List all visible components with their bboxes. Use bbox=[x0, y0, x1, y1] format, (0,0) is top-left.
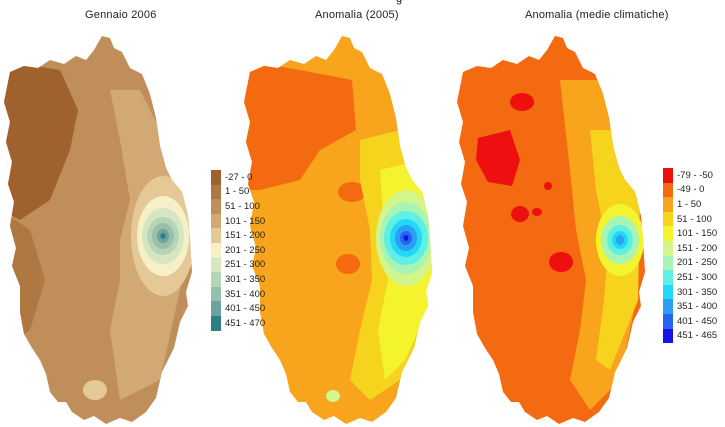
legend-row: -27 - 0 bbox=[211, 170, 265, 185]
legend-swatch bbox=[211, 286, 221, 302]
map-gennaio-2006 bbox=[4, 36, 192, 424]
legend-swatch bbox=[211, 272, 221, 287]
legend-swatch bbox=[211, 213, 221, 229]
legend-swatch bbox=[211, 170, 221, 185]
legend-label: 1 - 50 bbox=[225, 186, 250, 198]
legend-swatch bbox=[663, 226, 673, 241]
legend-swatch bbox=[663, 240, 673, 256]
legend-label: -49 - 0 bbox=[677, 184, 705, 196]
legend-swatch bbox=[663, 182, 673, 198]
legend-swatch bbox=[663, 211, 673, 227]
legend-row: 401 - 450 bbox=[663, 313, 718, 329]
legend-gennaio-2006: -27 - 0 1 - 50 51 - 100 101 - 150 151 - … bbox=[211, 170, 265, 331]
legend-row: 451 - 470 bbox=[211, 315, 266, 331]
legend-swatch bbox=[211, 228, 221, 243]
panel-title-gennaio-2006: Gennaio 2006 bbox=[85, 9, 157, 21]
legend-label: 101 - 150 bbox=[225, 215, 266, 227]
map-anomalia-medie-climatiche bbox=[457, 36, 645, 424]
legend-label: 1 - 50 bbox=[677, 198, 702, 210]
legend-swatch bbox=[663, 299, 673, 314]
panel-title-anomalia-medie-climatiche: Anomalia (medie climatiche) bbox=[525, 9, 669, 21]
legend-swatch bbox=[211, 301, 221, 316]
legend-label: 201 - 250 bbox=[225, 244, 266, 256]
map-anomalia-2005 bbox=[244, 36, 432, 424]
legend-swatch bbox=[211, 257, 221, 273]
legend-label: -79 - -50 bbox=[677, 169, 713, 181]
legend-row: 201 - 250 bbox=[663, 255, 718, 271]
legend-swatch bbox=[211, 184, 221, 200]
legend-row: 351 - 400 bbox=[211, 286, 266, 302]
legend-row: 351 - 400 bbox=[663, 299, 717, 314]
legend-swatch bbox=[663, 168, 673, 183]
legend-label: 151 - 200 bbox=[225, 230, 266, 242]
legend-anomalia: -79 - -50 -49 - 0 1 - 50 51 - 100 101 - … bbox=[663, 168, 718, 344]
legend-row: -79 - -50 bbox=[663, 168, 717, 183]
legend-label: 251 - 300 bbox=[225, 259, 266, 271]
legend-label: 401 - 450 bbox=[225, 303, 266, 315]
legend-row: 151 - 200 bbox=[211, 228, 265, 243]
legend-label: 401 - 450 bbox=[677, 315, 718, 327]
legend-label: 201 - 250 bbox=[677, 257, 718, 269]
legend-swatch bbox=[211, 199, 221, 214]
legend-row: 51 - 100 bbox=[663, 211, 717, 227]
legend-row: 451 - 465 bbox=[663, 328, 718, 344]
panel-title-anomalia-2005: Anomalia (2005) bbox=[315, 9, 399, 21]
legend-swatch bbox=[663, 284, 673, 300]
legend-swatch bbox=[663, 313, 673, 329]
legend-swatch bbox=[663, 255, 673, 271]
legend-label: 51 - 100 bbox=[677, 213, 712, 225]
legend-label: 351 - 400 bbox=[677, 301, 718, 313]
legend-row: 201 - 250 bbox=[211, 242, 266, 258]
legend-row: 301 - 350 bbox=[663, 284, 718, 300]
legend-label: 301 - 350 bbox=[225, 273, 266, 285]
legend-row: -49 - 0 bbox=[663, 182, 717, 198]
legend-swatch bbox=[663, 328, 673, 344]
legend-row: 1 - 50 bbox=[211, 184, 265, 200]
legend-row: 151 - 200 bbox=[663, 240, 718, 256]
legend-row: 251 - 300 bbox=[663, 270, 717, 285]
legend-swatch bbox=[663, 197, 673, 212]
header-title-fragment: g bbox=[396, 0, 402, 5]
legend-swatch bbox=[211, 315, 221, 331]
legend-row: 1 - 50 bbox=[663, 197, 717, 212]
legend-row: 101 - 150 bbox=[211, 213, 266, 229]
legend-label: -27 - 0 bbox=[225, 171, 253, 183]
legend-label: 301 - 350 bbox=[677, 286, 718, 298]
legend-label: 51 - 100 bbox=[225, 200, 260, 212]
legend-row: 251 - 300 bbox=[211, 257, 266, 273]
legend-swatch bbox=[663, 270, 673, 285]
legend-row: 101 - 150 bbox=[663, 226, 717, 241]
legend-label: 451 - 465 bbox=[677, 330, 718, 342]
legend-row: 401 - 450 bbox=[211, 301, 265, 316]
legend-label: 251 - 300 bbox=[677, 271, 718, 283]
legend-row: 51 - 100 bbox=[211, 199, 265, 214]
legend-label: 151 - 200 bbox=[677, 242, 718, 254]
legend-swatch bbox=[211, 242, 221, 258]
legend-label: 351 - 400 bbox=[225, 288, 266, 300]
legend-label: 451 - 470 bbox=[225, 317, 266, 329]
legend-label: 101 - 150 bbox=[677, 228, 718, 240]
legend-row: 301 - 350 bbox=[211, 272, 265, 287]
